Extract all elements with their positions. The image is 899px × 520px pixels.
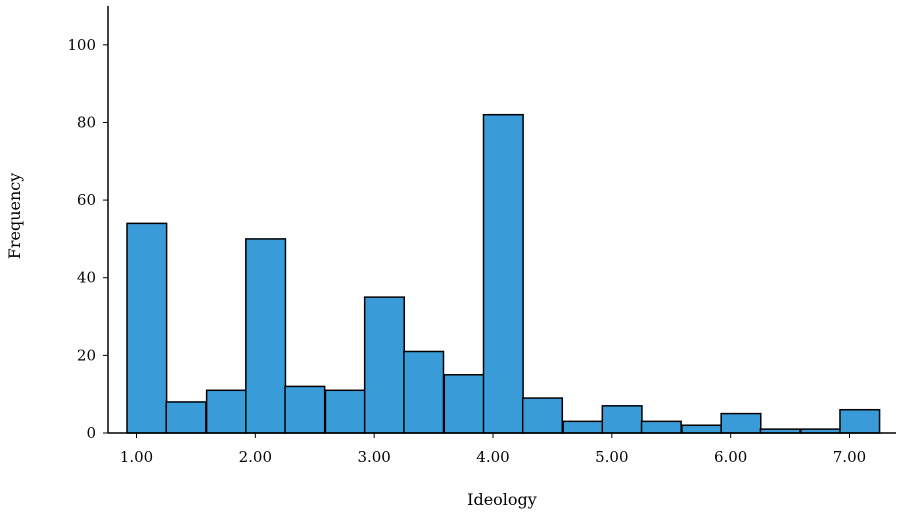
x-axis-ticks: 1.00 2.00 3.00 4.00 5.00 6.00 7.00: [120, 433, 866, 466]
histogram-bar: [602, 406, 642, 433]
x-tick-label: 2.00: [239, 448, 272, 466]
y-tick-label: 40: [77, 269, 96, 287]
y-axis-ticks: 0 20 40 60 80 100: [67, 36, 108, 442]
histogram-bar: [483, 115, 523, 433]
histogram-bar: [642, 421, 682, 433]
histogram-bar: [523, 398, 563, 433]
histogram-bar: [444, 375, 484, 433]
histogram-bar: [682, 425, 722, 433]
y-tick-label: 100: [67, 36, 96, 54]
histogram-bar: [285, 386, 325, 433]
bars-layer: [127, 115, 880, 433]
y-tick-label: 20: [77, 346, 96, 364]
histogram-bar: [365, 297, 405, 433]
x-tick-label: 6.00: [714, 448, 747, 466]
histogram-bar: [721, 414, 761, 433]
x-axis-title: Ideology: [467, 490, 537, 509]
y-tick-label: 60: [77, 191, 96, 209]
x-tick-label: 3.00: [357, 448, 390, 466]
histogram-bar: [840, 410, 880, 433]
histogram-bar: [166, 402, 206, 433]
histogram-bar: [563, 421, 603, 433]
histogram-bar: [207, 390, 247, 433]
histogram-bar: [404, 351, 444, 433]
x-tick-label: 7.00: [833, 448, 866, 466]
y-axis-title: Frequency: [5, 173, 24, 260]
histogram-bar: [246, 239, 286, 433]
histogram-bar: [127, 223, 167, 433]
y-tick-label: 0: [86, 424, 96, 442]
x-tick-label: 1.00: [120, 448, 153, 466]
x-tick-label: 5.00: [595, 448, 628, 466]
histogram-bar: [325, 390, 365, 433]
y-tick-label: 80: [77, 113, 96, 131]
x-tick-label: 4.00: [476, 448, 509, 466]
